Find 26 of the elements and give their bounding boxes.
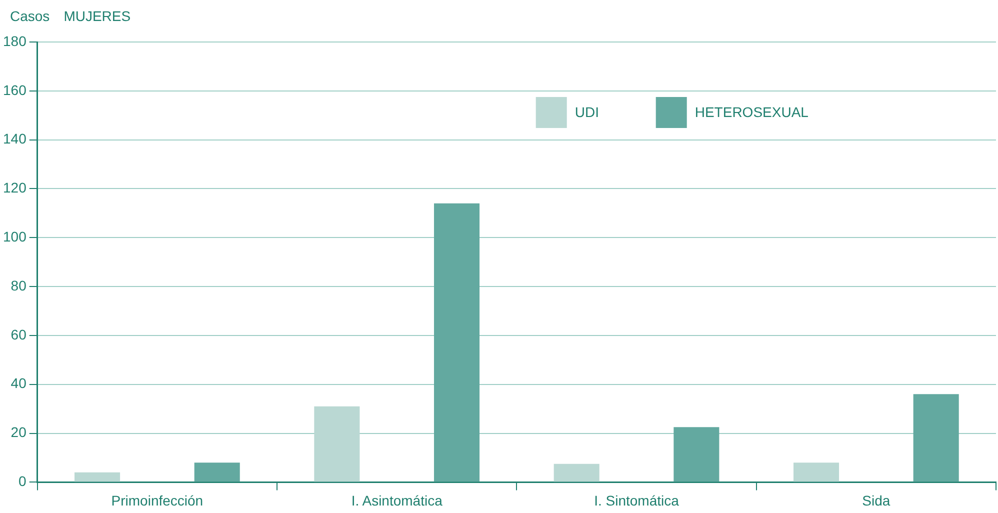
bar bbox=[434, 203, 480, 482]
y-axis-title: Casos bbox=[10, 8, 50, 24]
bar bbox=[314, 406, 360, 482]
legend-label: UDI bbox=[574, 104, 599, 120]
y-tick-label: 100 bbox=[3, 228, 27, 245]
x-tick-label: Primoinfección bbox=[111, 492, 204, 508]
y-tick-label: 20 bbox=[10, 424, 27, 440]
y-tick-label: 140 bbox=[3, 130, 27, 147]
y-tick-label: 180 bbox=[3, 32, 27, 49]
y-tick-label: 60 bbox=[10, 326, 27, 342]
y-tick-label: 80 bbox=[10, 277, 27, 294]
y-tick-label: 40 bbox=[10, 375, 27, 392]
x-tick-label: I. Sintomática bbox=[594, 492, 680, 508]
bar bbox=[554, 464, 600, 482]
y-tick-label: 120 bbox=[3, 180, 27, 196]
bar bbox=[913, 394, 959, 482]
y-tick-label: 160 bbox=[3, 82, 27, 98]
bar bbox=[74, 472, 120, 482]
chart-title: MUJERES bbox=[64, 8, 131, 24]
legend-label: HETEROSEXUAL bbox=[694, 104, 809, 120]
x-tick-label: Sida bbox=[862, 492, 890, 508]
bar bbox=[674, 427, 720, 482]
bar bbox=[194, 462, 240, 482]
bar bbox=[793, 462, 840, 482]
y-tick-label: 0 bbox=[18, 473, 27, 490]
x-tick-label: I. Asintomática bbox=[351, 492, 443, 508]
